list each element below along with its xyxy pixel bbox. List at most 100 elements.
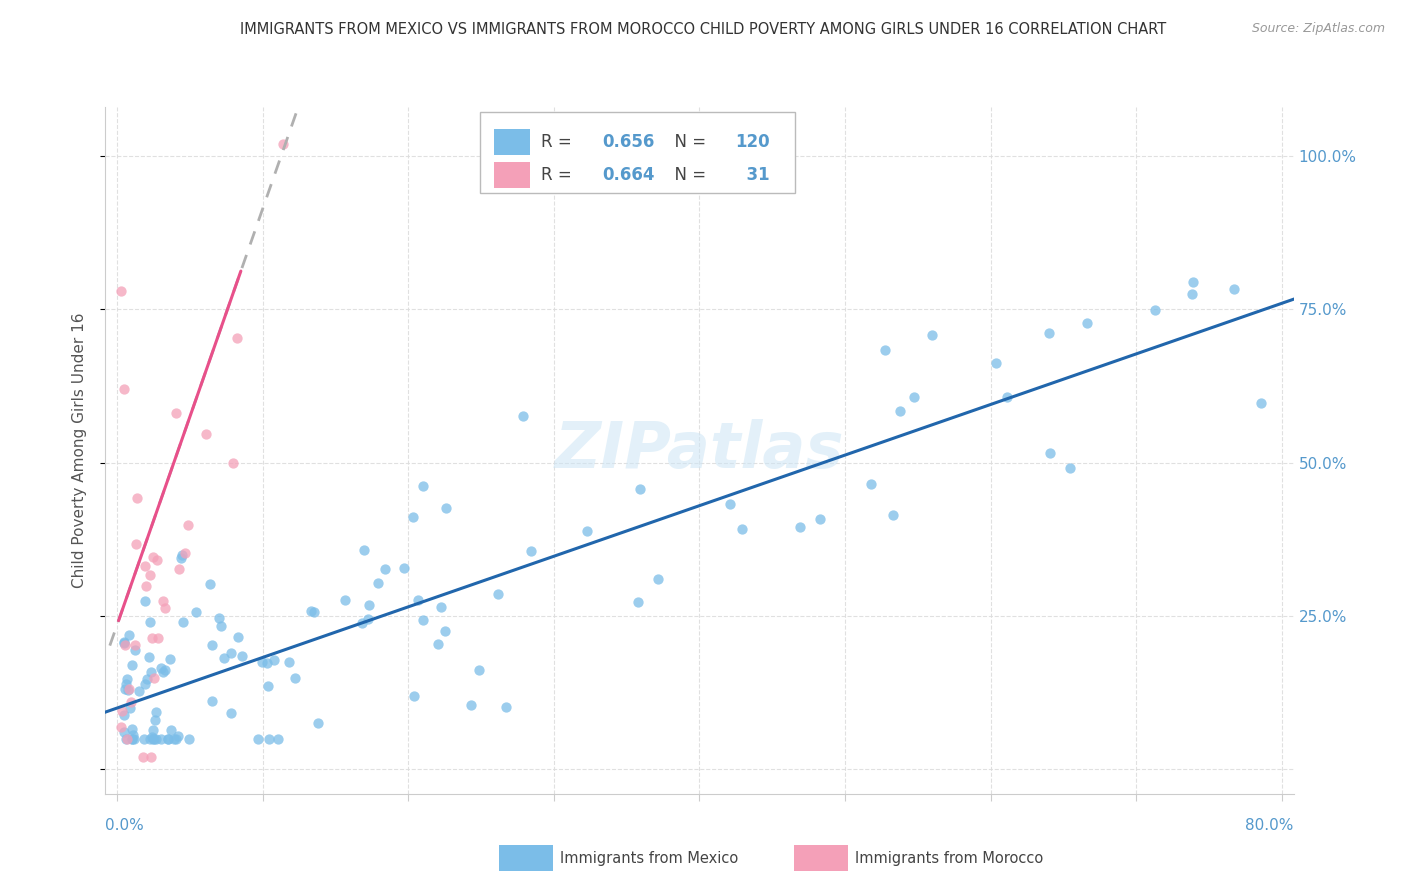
Text: 0.0%: 0.0%	[105, 818, 145, 832]
Point	[141, 631, 163, 645]
Point	[139, 615, 162, 630]
Point	[156, 731, 179, 746]
Text: 31: 31	[735, 166, 769, 184]
Point	[141, 730, 163, 744]
Point	[226, 630, 249, 644]
Point	[163, 731, 186, 746]
Point	[434, 624, 457, 638]
Point	[257, 679, 280, 693]
Point	[121, 731, 143, 746]
Point	[302, 606, 325, 620]
Point	[125, 491, 148, 506]
Point	[1250, 396, 1272, 410]
Point	[1143, 303, 1166, 318]
Point	[201, 638, 224, 652]
Point	[165, 731, 187, 746]
Point	[141, 665, 163, 679]
Point	[122, 728, 145, 742]
Point	[110, 284, 132, 298]
Point	[468, 663, 491, 677]
Point	[434, 501, 457, 516]
Point	[143, 713, 166, 727]
Point	[219, 646, 242, 660]
Point	[166, 729, 188, 743]
Text: 80.0%: 80.0%	[1246, 818, 1294, 832]
Text: Immigrants from Morocco: Immigrants from Morocco	[855, 851, 1043, 865]
Point	[995, 390, 1018, 404]
Point	[135, 578, 157, 592]
Point	[402, 689, 425, 703]
Point	[903, 390, 925, 404]
Point	[921, 327, 943, 342]
Point	[374, 562, 396, 576]
Point	[145, 731, 167, 746]
Point	[125, 537, 148, 551]
Text: Source: ZipAtlas.com: Source: ZipAtlas.com	[1251, 22, 1385, 36]
Point	[186, 605, 208, 619]
Point	[134, 594, 156, 608]
Point	[118, 628, 141, 642]
Point	[512, 409, 534, 423]
Point	[808, 512, 831, 526]
Point	[647, 572, 669, 586]
Point	[520, 544, 543, 558]
Text: R =: R =	[541, 166, 578, 184]
Point	[128, 683, 150, 698]
Point	[138, 568, 160, 582]
Point	[486, 587, 509, 601]
Point	[576, 524, 599, 538]
Point	[112, 636, 135, 650]
Point	[117, 681, 139, 696]
FancyBboxPatch shape	[494, 129, 530, 155]
Point	[267, 731, 290, 746]
Point	[172, 615, 194, 629]
Text: 120: 120	[735, 133, 769, 151]
Point	[333, 593, 356, 607]
Point	[630, 483, 652, 497]
Point	[1076, 316, 1098, 330]
Point	[222, 456, 245, 470]
Point	[278, 655, 301, 669]
Point	[1182, 275, 1205, 289]
Point	[120, 695, 142, 709]
Point	[121, 731, 143, 746]
Point	[142, 550, 165, 565]
Point	[156, 731, 179, 746]
Point	[152, 593, 174, 607]
Point	[247, 731, 270, 746]
Point	[112, 634, 135, 648]
Point	[138, 731, 160, 746]
Point	[170, 551, 193, 566]
Point	[121, 722, 143, 736]
Text: R =: R =	[541, 133, 578, 151]
Text: 0.656: 0.656	[602, 133, 654, 151]
Point	[263, 653, 285, 667]
Point	[112, 708, 135, 723]
Text: N =: N =	[664, 166, 711, 184]
Point	[134, 677, 156, 691]
Point	[153, 600, 176, 615]
Point	[142, 731, 165, 746]
Y-axis label: Child Poverty Among Girls Under 16: Child Poverty Among Girls Under 16	[72, 313, 87, 588]
Point	[984, 356, 1007, 370]
Point	[167, 561, 190, 575]
Point	[160, 723, 183, 737]
Point	[1222, 282, 1244, 296]
Point	[195, 427, 218, 442]
Point	[150, 661, 173, 675]
Point	[231, 648, 253, 663]
Point	[789, 519, 811, 533]
Point	[143, 671, 166, 685]
Point	[1181, 286, 1204, 301]
Point	[209, 619, 232, 633]
Point	[401, 510, 423, 524]
Text: ZIPatlas: ZIPatlas	[555, 419, 844, 482]
Text: N =: N =	[664, 133, 711, 151]
Point	[392, 561, 415, 575]
Point	[353, 542, 375, 557]
Point	[142, 723, 165, 737]
Point	[460, 698, 482, 712]
Point	[731, 522, 754, 536]
Point	[250, 655, 273, 669]
Point	[429, 600, 451, 615]
